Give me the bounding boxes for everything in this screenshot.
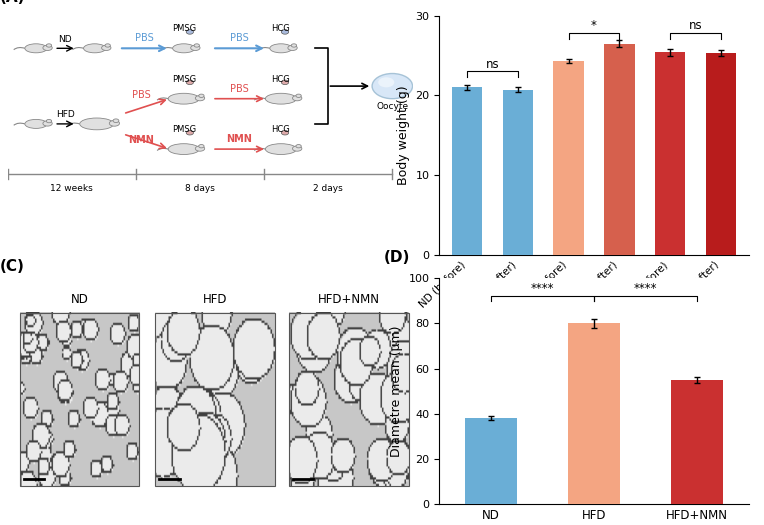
Text: HCG: HCG <box>271 125 290 134</box>
Text: (A): (A) <box>0 0 25 5</box>
Bar <box>465 418 516 504</box>
Ellipse shape <box>293 96 302 101</box>
Text: HCG: HCG <box>271 24 290 33</box>
Circle shape <box>199 144 204 148</box>
Text: (D): (D) <box>384 250 410 265</box>
Ellipse shape <box>265 93 296 104</box>
Text: Oocyte: Oocyte <box>376 102 409 111</box>
Bar <box>20 313 139 486</box>
Text: ns: ns <box>688 19 702 33</box>
Ellipse shape <box>109 120 119 126</box>
Ellipse shape <box>79 118 114 130</box>
Ellipse shape <box>288 45 297 50</box>
Text: PMSG: PMSG <box>172 75 196 83</box>
Circle shape <box>378 77 394 87</box>
Circle shape <box>199 94 204 98</box>
Y-axis label: Diametre mean (μm): Diametre mean (μm) <box>390 326 403 457</box>
Bar <box>604 44 635 255</box>
Text: ****: **** <box>634 282 657 295</box>
Bar <box>706 53 736 255</box>
Ellipse shape <box>102 45 111 50</box>
Text: NMN: NMN <box>128 135 154 145</box>
Ellipse shape <box>25 119 47 129</box>
Circle shape <box>186 80 193 85</box>
Text: *: * <box>591 19 597 33</box>
Ellipse shape <box>196 96 205 101</box>
Text: (B): (B) <box>384 0 409 2</box>
Y-axis label: Body weight (g): Body weight (g) <box>397 86 410 185</box>
Ellipse shape <box>43 45 52 50</box>
Text: (C): (C) <box>0 259 24 274</box>
Circle shape <box>47 119 52 123</box>
Ellipse shape <box>265 144 296 154</box>
Bar <box>289 313 409 486</box>
Bar <box>655 52 685 255</box>
Ellipse shape <box>43 121 52 126</box>
Circle shape <box>113 119 119 122</box>
Text: HFD: HFD <box>56 110 75 119</box>
Circle shape <box>105 44 110 47</box>
Ellipse shape <box>293 146 302 151</box>
Ellipse shape <box>173 44 195 53</box>
Text: NMN: NMN <box>226 134 252 144</box>
Text: ****: **** <box>531 282 554 295</box>
Circle shape <box>194 44 199 47</box>
Text: PMSG: PMSG <box>172 125 196 134</box>
Circle shape <box>186 130 193 135</box>
Bar <box>672 380 723 504</box>
Text: PBS: PBS <box>230 83 248 93</box>
Ellipse shape <box>191 45 200 50</box>
Text: 12 weeks: 12 weeks <box>50 184 93 193</box>
Text: HFD+NMN: HFD+NMN <box>318 293 380 306</box>
Text: HCG: HCG <box>271 75 290 83</box>
Bar <box>452 88 482 255</box>
Ellipse shape <box>168 93 199 104</box>
Text: 2 days: 2 days <box>312 184 342 193</box>
Text: PBS: PBS <box>230 33 248 43</box>
Ellipse shape <box>83 44 106 53</box>
Text: PBS: PBS <box>132 90 151 100</box>
Circle shape <box>372 74 413 99</box>
Circle shape <box>281 29 289 34</box>
Text: ND: ND <box>58 35 72 44</box>
Circle shape <box>186 29 193 34</box>
Circle shape <box>47 44 52 47</box>
Text: HFD: HFD <box>203 293 228 306</box>
Bar <box>155 313 275 486</box>
Text: ns: ns <box>486 58 500 71</box>
Ellipse shape <box>270 44 292 53</box>
Text: PMSG: PMSG <box>172 24 196 33</box>
Circle shape <box>281 130 289 135</box>
Ellipse shape <box>196 146 205 151</box>
Circle shape <box>296 94 301 98</box>
Bar <box>553 61 584 255</box>
Circle shape <box>291 44 296 47</box>
Text: PBS: PBS <box>135 33 154 43</box>
Ellipse shape <box>25 44 47 53</box>
Text: ND: ND <box>70 293 89 306</box>
Text: 8 days: 8 days <box>185 184 215 193</box>
Ellipse shape <box>168 144 199 154</box>
Circle shape <box>281 80 289 85</box>
Circle shape <box>296 144 301 148</box>
Bar <box>503 90 533 255</box>
Bar <box>568 323 620 504</box>
